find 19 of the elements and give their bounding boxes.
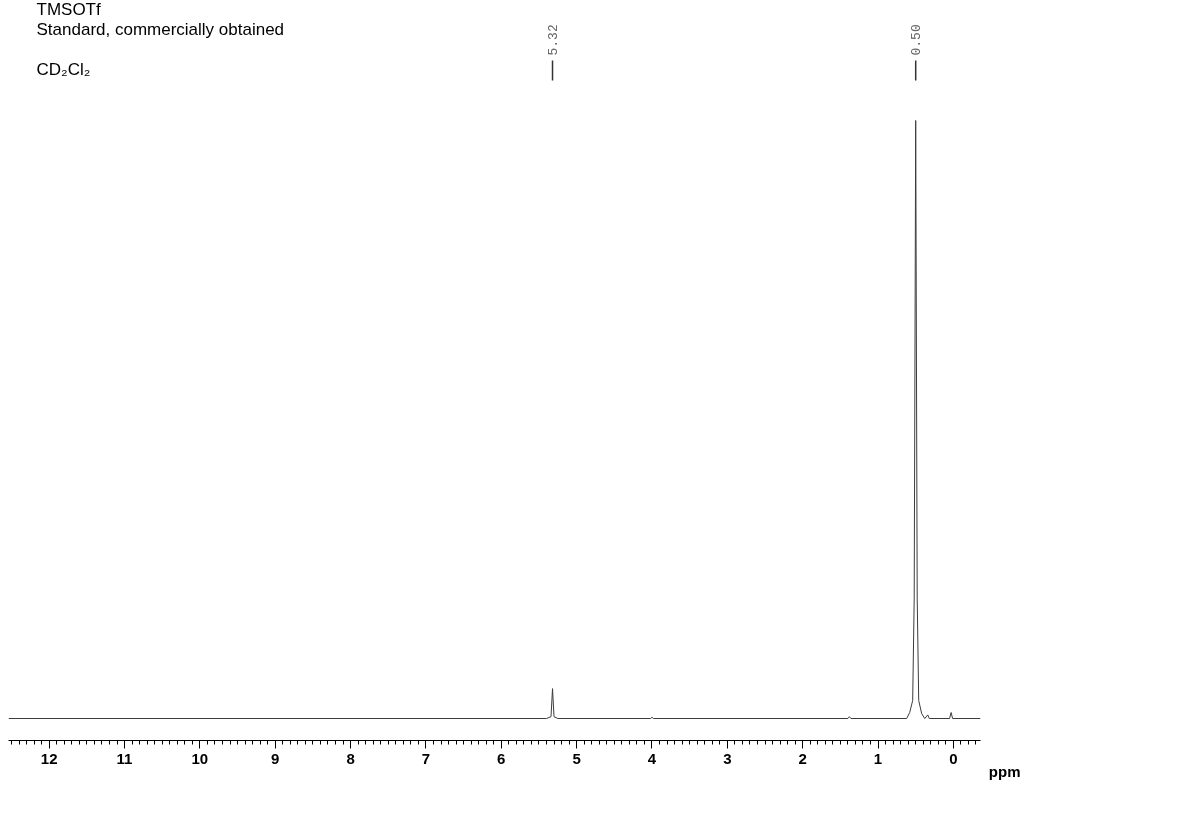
chart-title: TMSOTf <box>36 0 101 19</box>
chart-subtitle: Standard, commercially obtained <box>36 19 285 39</box>
x-tick-label: 9 <box>271 749 280 767</box>
x-tick-label: 6 <box>497 749 506 767</box>
annotation: 0.50 <box>909 24 925 56</box>
x-tick-label: 4 <box>647 749 657 767</box>
x-tick-label: 3 <box>723 749 732 767</box>
annotation: 5.32 <box>546 24 562 56</box>
x-axis-title: ppm <box>988 762 1021 780</box>
x-tick-label: 11 <box>116 749 133 767</box>
text: CD₂Cl₂ <box>36 59 91 79</box>
x-tick-label: 1 <box>873 749 883 767</box>
x-tick-label: 10 <box>191 749 209 767</box>
x-tick-label: 5 <box>572 749 581 767</box>
x-tick-label: 2 <box>798 749 807 767</box>
x-tick-label: 8 <box>346 749 355 767</box>
x-tick-label: 12 <box>40 749 58 767</box>
x-tick-label: 7 <box>421 749 431 767</box>
x-tick-label: 0 <box>949 749 958 767</box>
